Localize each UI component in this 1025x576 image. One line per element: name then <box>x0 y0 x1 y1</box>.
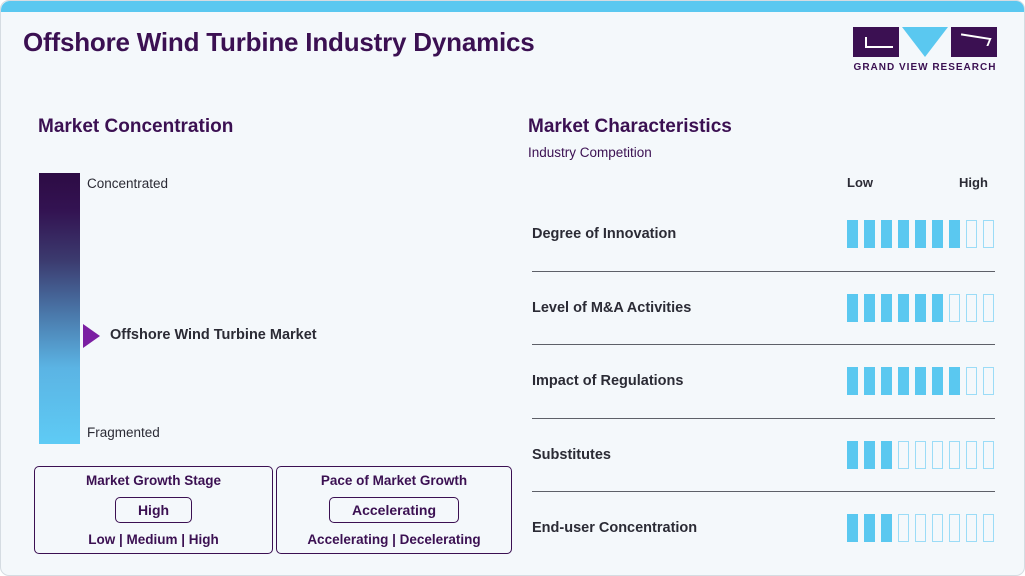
characteristic-row: Impact of Regulations <box>532 345 995 419</box>
scale-label-fragmented: Fragmented <box>87 425 160 440</box>
characteristic-rating-bars <box>847 367 994 396</box>
characteristic-row: Degree of Innovation <box>532 198 995 272</box>
market-position-label: Offshore Wind Turbine Market <box>110 327 317 343</box>
rating-cell-empty <box>898 514 909 543</box>
rating-cell-filled <box>864 367 875 396</box>
characteristic-row: Substitutes <box>532 419 995 492</box>
logo-block-right-icon <box>951 27 997 57</box>
rating-cell-filled <box>898 220 909 249</box>
characteristic-label: Substitutes <box>532 446 611 463</box>
logo-triangle-icon <box>902 27 948 57</box>
rating-cell-empty <box>983 440 994 469</box>
characteristic-rating-bars <box>847 293 994 322</box>
rating-cell-filled <box>881 440 892 469</box>
rating-cell-empty <box>983 293 994 322</box>
rating-cell-filled <box>847 514 858 543</box>
characteristic-label: End-user Concentration <box>532 520 698 537</box>
rating-cell-empty <box>966 367 977 396</box>
characteristic-label: Degree of Innovation <box>532 226 677 243</box>
logo-block-left-icon <box>853 27 899 57</box>
market-concentration-title: Market Concentration <box>38 116 234 137</box>
rating-cell-filled <box>915 293 926 322</box>
characteristic-row: End-user Concentration <box>532 492 995 565</box>
rating-cell-empty <box>966 440 977 469</box>
rating-cell-empty <box>949 440 960 469</box>
growth-pace-value[interactable]: Accelerating <box>328 497 460 523</box>
rating-cell-filled <box>932 367 943 396</box>
market-position-arrow-icon <box>83 324 100 348</box>
logo-marks <box>850 27 1000 57</box>
rating-cell-empty <box>949 514 960 543</box>
rating-cell-filled <box>881 220 892 249</box>
rating-cell-filled <box>864 514 875 543</box>
axis-label-high: High <box>959 175 988 190</box>
rating-cell-filled <box>881 293 892 322</box>
rating-cell-empty <box>915 514 926 543</box>
page-title: Offshore Wind Turbine Industry Dynamics <box>23 27 535 57</box>
characteristic-label: Impact of Regulations <box>532 373 684 390</box>
rating-cell-filled <box>864 293 875 322</box>
rating-cell-empty <box>898 440 909 469</box>
growth-pace-heading: Pace of Market Growth <box>320 473 468 488</box>
rating-cell-filled <box>881 514 892 543</box>
rating-cell-filled <box>932 293 943 322</box>
rating-cell-empty <box>932 514 943 543</box>
rating-cell-filled <box>847 293 858 322</box>
growth-stage-value[interactable]: High <box>114 497 193 523</box>
top-accent-bar <box>1 1 1024 12</box>
rating-cell-filled <box>864 220 875 249</box>
axis-label-low: Low <box>847 175 873 190</box>
rating-cell-empty <box>966 293 977 322</box>
characteristics-list: Degree of Innovation Level of M&A Activit… <box>532 198 995 565</box>
rating-cell-empty <box>983 220 994 249</box>
scale-label-concentrated: Concentrated <box>87 176 169 191</box>
growth-pace-scale: Accelerating | Decelerating <box>307 532 481 547</box>
rating-cell-filled <box>847 220 858 249</box>
logo-wordmark: GRAND VIEW RESEARCH <box>853 62 997 73</box>
rating-cell-empty <box>915 440 926 469</box>
rating-cell-empty <box>966 220 977 249</box>
rating-cell-filled <box>847 367 858 396</box>
rating-cell-empty <box>932 440 943 469</box>
characteristic-row: Level of M&A Activities <box>532 272 995 345</box>
rating-cell-filled <box>881 367 892 396</box>
market-growth-stage-card: Market Growth Stage High Low | Medium | … <box>34 466 273 554</box>
growth-stage-heading: Market Growth Stage <box>85 473 222 488</box>
rating-cell-empty <box>983 514 994 543</box>
growth-stage-scale: Low | Medium | High <box>88 532 219 547</box>
rating-cell-filled <box>864 440 875 469</box>
rating-cell-filled <box>898 293 909 322</box>
characteristic-rating-bars <box>847 220 994 249</box>
rating-cell-empty <box>949 293 960 322</box>
rating-cell-filled <box>949 220 960 249</box>
market-characteristics-title: Market Characteristics <box>528 116 732 137</box>
rating-cell-filled <box>932 220 943 249</box>
characteristic-rating-bars <box>847 514 994 543</box>
rating-cell-filled <box>915 220 926 249</box>
characteristic-label: Level of M&A Activities <box>532 299 692 316</box>
rating-cell-filled <box>915 367 926 396</box>
rating-cell-empty <box>983 367 994 396</box>
pace-of-market-growth-card: Pace of Market Growth Accelerating Accel… <box>276 466 512 554</box>
characteristic-rating-bars <box>847 440 994 469</box>
gvr-logo-icon: GRAND VIEW RESEARCH <box>850 27 1000 75</box>
rating-cell-filled <box>949 367 960 396</box>
rating-cell-filled <box>898 367 909 396</box>
rating-cell-empty <box>966 514 977 543</box>
market-characteristics-subtitle: Industry Competition <box>528 145 652 160</box>
concentration-gradient-scale <box>39 173 80 444</box>
rating-cell-filled <box>847 440 858 469</box>
